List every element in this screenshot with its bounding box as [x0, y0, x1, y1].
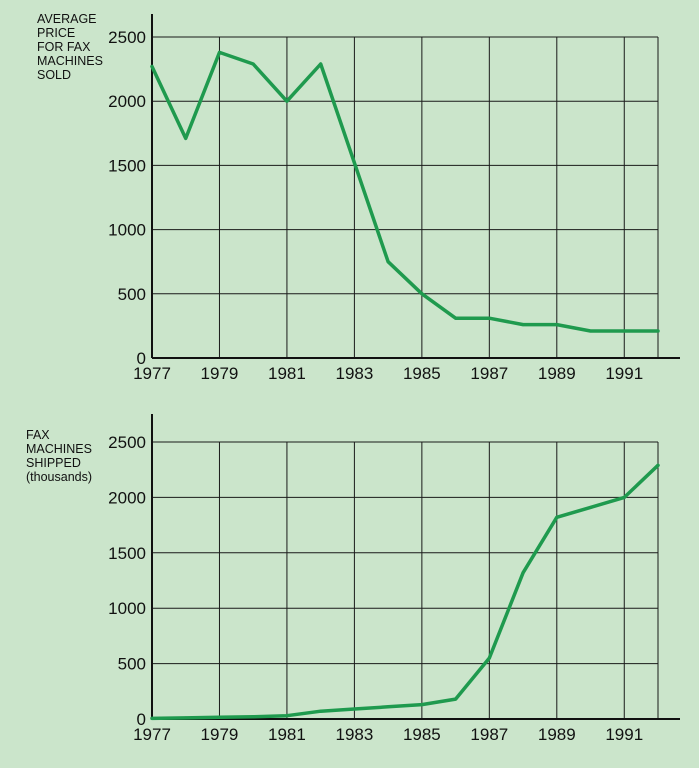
price-ytick-label: 0: [137, 349, 146, 368]
price-series-line: [150, 50, 660, 333]
price-xtick-label: 1989: [538, 364, 576, 383]
price-point-1983: [352, 161, 356, 165]
price-xtick-label: 1979: [201, 364, 239, 383]
shipped-xtick-label: 1991: [605, 725, 643, 744]
shipped-series-line: [150, 463, 660, 721]
shipped-ytick-label: 2500: [108, 433, 146, 452]
price-chart-ylabel: AVERAGE PRICE FOR FAX MACHINES SOLD: [37, 12, 103, 82]
price-point-1980: [251, 62, 255, 66]
price-point-1984: [386, 260, 390, 264]
shipped-xtick-label: 1989: [538, 725, 576, 744]
price-ytick-label: 2000: [108, 92, 146, 111]
price-ytick-label: 2500: [108, 28, 146, 47]
shipped-point-1988: [521, 571, 525, 575]
shipped-point-1983: [352, 707, 356, 711]
price-point-1988: [521, 323, 525, 327]
shipped-ytick-label: 1500: [108, 544, 146, 563]
price-ytick-label: 1500: [108, 156, 146, 175]
price-xtick-label: 1987: [470, 364, 508, 383]
price-point-1987: [487, 316, 491, 320]
price-ytick-label: 1000: [108, 221, 146, 240]
shipped-xtick-label: 1983: [335, 725, 373, 744]
shipped-xtick-label: 1985: [403, 725, 441, 744]
price-point-1992: [656, 329, 660, 333]
price-xtick-label: 1981: [268, 364, 306, 383]
price-xtick-label: 1991: [605, 364, 643, 383]
shipped-point-1987: [487, 656, 491, 660]
shipped-point-1984: [386, 705, 390, 709]
shipped-ytick-label: 2000: [108, 488, 146, 507]
price-xtick-label: 1983: [335, 364, 373, 383]
price-point-1985: [420, 292, 424, 296]
price-xtick-label: 1977: [133, 364, 171, 383]
price-point-1979: [217, 50, 221, 54]
price-xtick-label: 1985: [403, 364, 441, 383]
price-point-1990: [589, 329, 593, 333]
price-point-1978: [184, 136, 188, 140]
shipped-point-1991: [622, 495, 626, 499]
shipped-point-1986: [454, 697, 458, 701]
shipped-point-1985: [420, 703, 424, 707]
price-point-1986: [454, 316, 458, 320]
shipped-xtick-label: 1987: [470, 725, 508, 744]
shipped-point-1981: [285, 714, 289, 718]
price-point-1989: [555, 323, 559, 327]
shipped-xtick-label: 1981: [268, 725, 306, 744]
shipped-point-1978: [184, 716, 188, 720]
shipped-xtick-label: 1979: [201, 725, 239, 744]
shipped-point-1977: [150, 716, 154, 720]
shipped-ytick-label: 1000: [108, 599, 146, 618]
shipped-point-1990: [589, 505, 593, 509]
shipped-point-1982: [319, 709, 323, 713]
shipped-point-1989: [555, 515, 559, 519]
price-point-1977: [150, 65, 154, 69]
shipped-ytick-label: 0: [137, 710, 146, 729]
price-ytick-label: 500: [118, 285, 146, 304]
shipped-xtick-label: 1977: [133, 725, 171, 744]
shipped-point-1979: [217, 715, 221, 719]
price-point-1991: [622, 329, 626, 333]
price-point-1982: [319, 62, 323, 66]
shipped-point-1992: [656, 463, 660, 467]
shipped-ytick-label: 500: [118, 655, 146, 674]
shipped-point-1980: [251, 715, 255, 719]
price-point-1981: [285, 99, 289, 103]
shipped-chart-ylabel: FAX MACHINES SHIPPED (thousands): [26, 428, 93, 484]
